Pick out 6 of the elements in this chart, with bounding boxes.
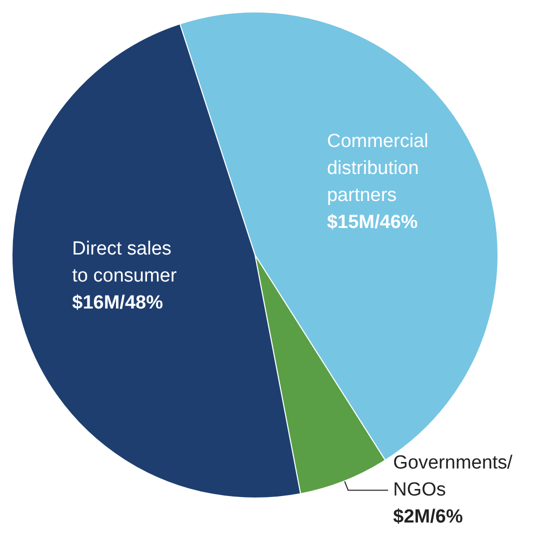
slice-label: Commercial distribution partners [326,130,428,206]
data-label: $16M/48% [72,292,164,314]
slice-label: Governments/ NGOs [393,452,514,501]
data-label: $15M/46% [326,212,418,233]
slice-label: Direct sales to consumer [72,238,178,286]
data-label: $2M/6% [393,506,463,528]
